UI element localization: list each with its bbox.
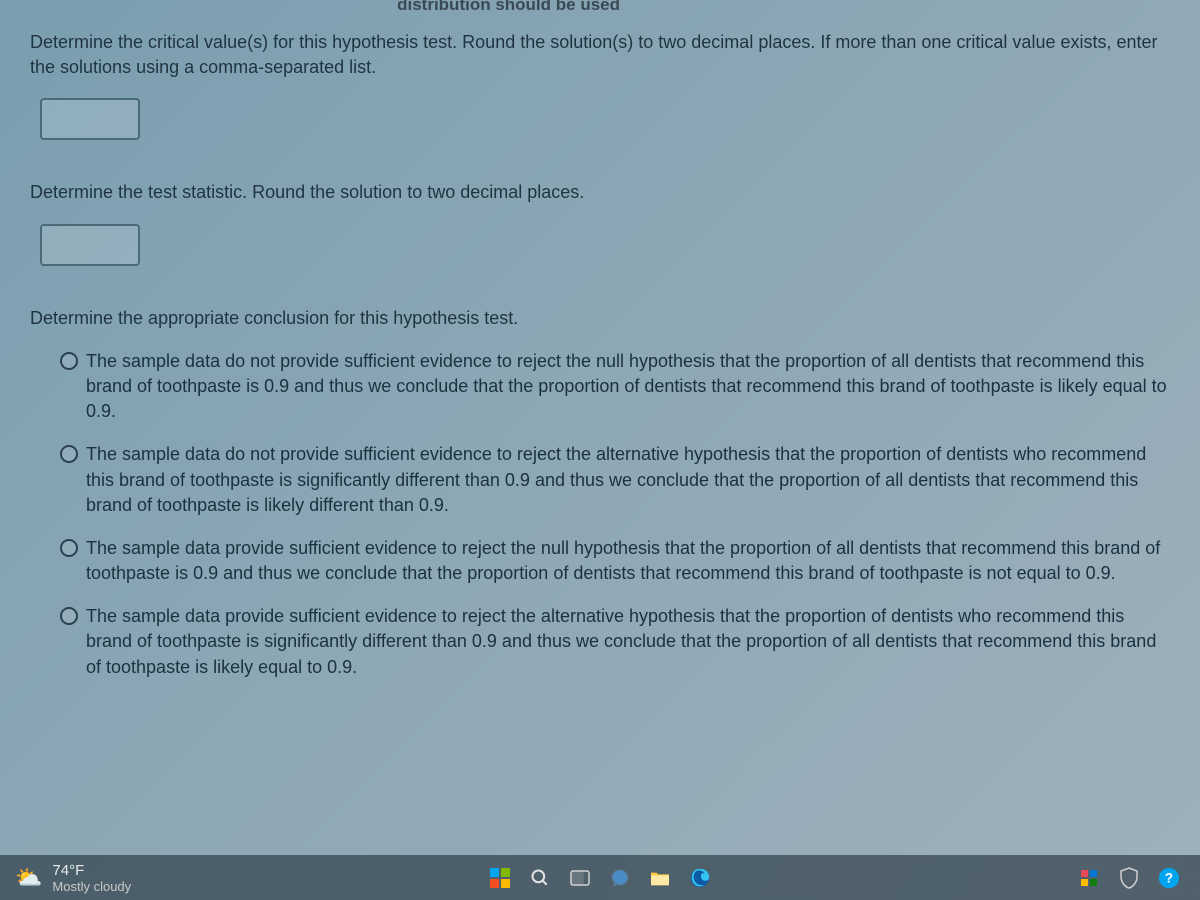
file-explorer-button[interactable] — [644, 862, 676, 894]
conclusion-options: The sample data do not provide sufficien… — [30, 349, 1170, 680]
radio-text-4: The sample data provide sufficient evide… — [86, 604, 1170, 680]
question1-prompt: Determine the critical value(s) for this… — [30, 30, 1170, 80]
svg-text:?: ? — [1165, 870, 1173, 885]
radio-circle-icon — [60, 445, 78, 463]
radio-circle-icon — [60, 352, 78, 370]
windows-logo-icon — [490, 868, 510, 888]
critical-value-input[interactable] — [40, 98, 140, 140]
cutoff-prior-text: distribution should be used — [30, 0, 1170, 15]
folder-icon — [649, 869, 671, 887]
app-icon-1[interactable] — [1073, 862, 1105, 894]
weather-widget[interactable]: ⛅ 74°F Mostly cloudy — [15, 862, 131, 894]
temperature: 74°F — [52, 862, 131, 879]
radio-circle-icon — [60, 607, 78, 625]
edge-button[interactable] — [684, 862, 716, 894]
question3-prompt: Determine the appropriate conclusion for… — [30, 306, 1170, 331]
search-button[interactable] — [524, 862, 556, 894]
edge-icon — [689, 867, 711, 889]
task-view-button[interactable] — [564, 862, 596, 894]
radio-circle-icon — [60, 539, 78, 557]
taskbar-right: ? — [1073, 862, 1185, 894]
radio-option-3[interactable]: The sample data provide sufficient evide… — [60, 536, 1170, 586]
security-button[interactable] — [1113, 862, 1145, 894]
weather-info: 74°F Mostly cloudy — [52, 862, 131, 894]
test-statistic-input[interactable] — [40, 224, 140, 266]
quiz-content: distribution should be used Determine th… — [0, 0, 1200, 855]
search-icon — [530, 868, 550, 888]
question2-prompt: Determine the test statistic. Round the … — [30, 180, 1170, 205]
chat-button[interactable] — [604, 862, 636, 894]
radio-text-1: The sample data do not provide sufficien… — [86, 349, 1170, 425]
start-button[interactable] — [484, 862, 516, 894]
help-icon: ? — [1158, 867, 1180, 889]
radio-text-3: The sample data provide sufficient evide… — [86, 536, 1170, 586]
radio-option-1[interactable]: The sample data do not provide sufficien… — [60, 349, 1170, 425]
windows-taskbar: ⛅ 74°F Mostly cloudy — [0, 855, 1200, 900]
shield-icon — [1119, 867, 1139, 889]
weather-condition: Mostly cloudy — [52, 879, 131, 894]
chat-icon — [610, 868, 630, 888]
radio-text-2: The sample data do not provide sufficien… — [86, 442, 1170, 518]
radio-option-2[interactable]: The sample data do not provide sufficien… — [60, 442, 1170, 518]
grid-app-icon — [1079, 868, 1099, 888]
cloud-icon: ⛅ — [15, 865, 42, 891]
help-button[interactable]: ? — [1153, 862, 1185, 894]
task-view-icon — [570, 870, 590, 886]
radio-option-4[interactable]: The sample data provide sufficient evide… — [60, 604, 1170, 680]
taskbar-center — [484, 862, 716, 894]
